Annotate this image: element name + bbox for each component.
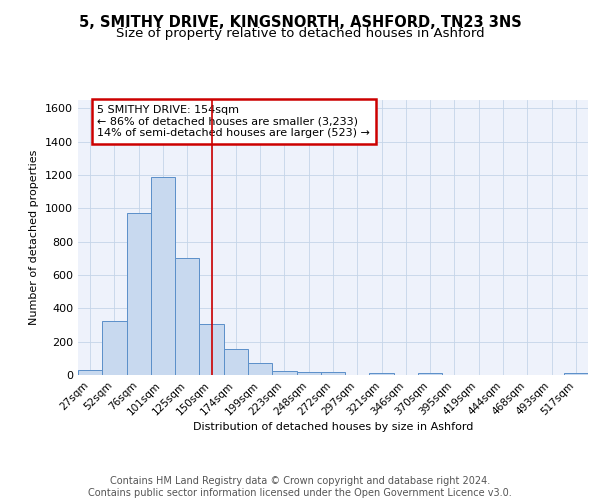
Text: Contains HM Land Registry data © Crown copyright and database right 2024.
Contai: Contains HM Land Registry data © Crown c… [88,476,512,498]
Bar [296,372,321,375]
Bar [248,362,272,375]
Text: 5, SMITHY DRIVE, KINGSNORTH, ASHFORD, TN23 3NS: 5, SMITHY DRIVE, KINGSNORTH, ASHFORD, TN… [79,15,521,30]
Bar [127,214,151,375]
Bar [199,324,224,375]
Bar [564,372,588,375]
X-axis label: Distribution of detached houses by size in Ashford: Distribution of detached houses by size … [193,422,473,432]
Y-axis label: Number of detached properties: Number of detached properties [29,150,40,325]
Bar [370,373,394,375]
Bar [175,258,199,375]
Bar [418,373,442,375]
Bar [102,321,127,375]
Bar [224,349,248,375]
Bar [151,176,175,375]
Text: Size of property relative to detached houses in Ashford: Size of property relative to detached ho… [116,28,484,40]
Bar [272,371,296,375]
Bar [78,370,102,375]
Bar [321,372,345,375]
Text: 5 SMITHY DRIVE: 154sqm
← 86% of detached houses are smaller (3,233)
14% of semi-: 5 SMITHY DRIVE: 154sqm ← 86% of detached… [97,105,370,138]
